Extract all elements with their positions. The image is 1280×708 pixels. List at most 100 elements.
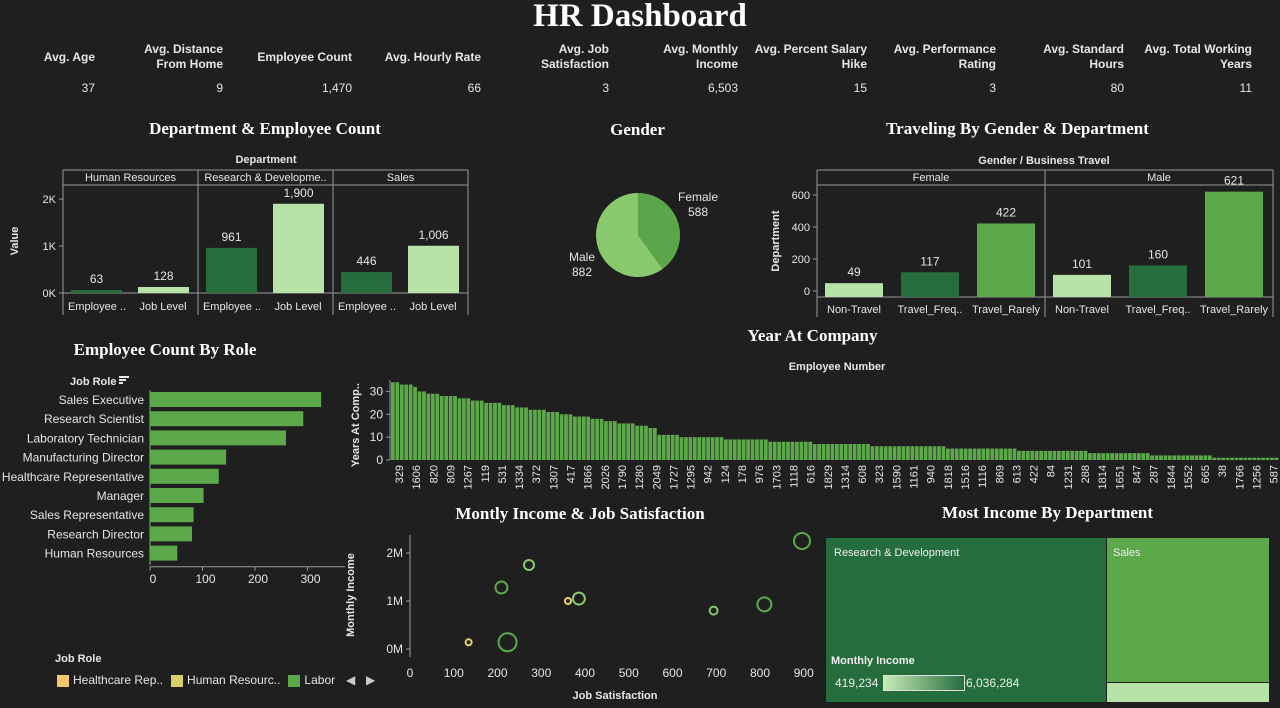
years-bar[interactable] xyxy=(555,412,560,460)
years-bar[interactable] xyxy=(435,393,440,460)
scatter-point[interactable] xyxy=(708,605,719,616)
years-bar[interactable] xyxy=(426,393,431,460)
dept-bar[interactable] xyxy=(273,203,324,293)
years-bar[interactable] xyxy=(781,441,786,460)
years-bar[interactable] xyxy=(1145,453,1150,460)
years-bar[interactable] xyxy=(941,446,946,460)
treemap-rd[interactable]: Research & Development xyxy=(826,538,1106,702)
years-bar[interactable] xyxy=(763,439,768,460)
years-bar[interactable] xyxy=(692,437,697,460)
years-bar[interactable] xyxy=(817,444,821,460)
years-bar[interactable] xyxy=(1141,453,1146,460)
years-bar[interactable] xyxy=(1017,450,1021,460)
years-bar[interactable] xyxy=(1101,453,1106,460)
dept-bar[interactable] xyxy=(206,247,257,293)
years-bar[interactable] xyxy=(906,446,910,460)
years-bar[interactable] xyxy=(1039,450,1043,460)
years-bar[interactable] xyxy=(1128,453,1132,460)
years-bar[interactable] xyxy=(932,446,937,460)
years-bar[interactable] xyxy=(897,446,901,460)
years-bar[interactable] xyxy=(1083,450,1088,460)
years-bar[interactable] xyxy=(732,439,737,460)
years-bar[interactable] xyxy=(866,444,870,460)
years-bar[interactable] xyxy=(821,444,826,460)
years-bar[interactable] xyxy=(1105,453,1110,460)
years-bar[interactable] xyxy=(1256,457,1261,460)
legend-item[interactable]: Healthcare Rep.. xyxy=(57,673,163,687)
years-bar[interactable] xyxy=(835,444,839,460)
years-bar[interactable] xyxy=(661,434,666,460)
years-bar[interactable] xyxy=(626,423,631,460)
years-bar[interactable] xyxy=(852,444,857,460)
years-bar[interactable] xyxy=(648,428,653,460)
years-bar[interactable] xyxy=(630,423,635,460)
years-bar[interactable] xyxy=(812,444,817,460)
years-bar[interactable] xyxy=(635,425,639,460)
years-bar[interactable] xyxy=(488,402,493,460)
years-bar[interactable] xyxy=(546,412,551,460)
years-bar[interactable] xyxy=(874,446,879,460)
years-bar[interactable] xyxy=(1052,450,1057,460)
years-bar[interactable] xyxy=(1065,450,1070,460)
years-bar[interactable] xyxy=(848,444,853,460)
years-bar[interactable] xyxy=(861,444,866,460)
years-bar[interactable] xyxy=(1265,457,1270,460)
scatter-point[interactable] xyxy=(497,632,518,653)
years-bar[interactable] xyxy=(706,437,710,460)
travel-bar[interactable] xyxy=(977,223,1035,297)
years-bar[interactable] xyxy=(1003,448,1008,460)
years-bar[interactable] xyxy=(1216,457,1221,460)
scatter-point[interactable] xyxy=(523,559,535,571)
legend-prev-icon[interactable]: ◀ xyxy=(346,673,356,687)
years-bar[interactable] xyxy=(994,448,999,460)
years-bar[interactable] xyxy=(1070,450,1075,460)
years-bar[interactable] xyxy=(595,418,599,460)
years-bar[interactable] xyxy=(710,437,715,460)
years-bar[interactable] xyxy=(679,437,684,460)
years-bar[interactable] xyxy=(1043,450,1048,460)
role-bar[interactable] xyxy=(150,468,219,484)
years-bar[interactable] xyxy=(519,407,524,460)
years-bar[interactable] xyxy=(1150,455,1154,460)
legend-next-icon[interactable]: ▶ xyxy=(366,673,376,687)
years-bar[interactable] xyxy=(479,400,484,460)
years-bar[interactable] xyxy=(1274,457,1279,460)
years-bar[interactable] xyxy=(524,407,528,460)
years-bar[interactable] xyxy=(879,446,884,460)
role-bar[interactable] xyxy=(150,430,286,446)
years-bar[interactable] xyxy=(910,446,915,460)
years-bar[interactable] xyxy=(422,391,426,460)
role-bar[interactable] xyxy=(150,411,304,427)
years-bar[interactable] xyxy=(790,441,795,460)
role-bar[interactable] xyxy=(150,526,192,542)
years-bar[interactable] xyxy=(954,448,959,460)
years-bar[interactable] xyxy=(462,398,466,460)
dept-bar[interactable] xyxy=(138,286,189,293)
years-bar[interactable] xyxy=(1194,455,1199,460)
years-bar[interactable] xyxy=(1123,453,1128,460)
years-bar[interactable] xyxy=(475,400,480,460)
years-bar[interactable] xyxy=(968,448,972,460)
years-bar[interactable] xyxy=(528,409,533,460)
years-bar[interactable] xyxy=(688,437,693,460)
years-bar[interactable] xyxy=(826,444,830,460)
years-bar[interactable] xyxy=(666,434,671,460)
years-bar[interactable] xyxy=(1025,450,1030,460)
years-bar[interactable] xyxy=(1012,448,1017,460)
years-bar[interactable] xyxy=(759,439,764,460)
years-bar[interactable] xyxy=(755,439,759,460)
years-bar[interactable] xyxy=(1159,455,1163,460)
years-bar[interactable] xyxy=(1172,455,1177,460)
treemap-sales[interactable]: Sales xyxy=(1107,538,1269,682)
years-bar[interactable] xyxy=(391,382,395,460)
years-bar[interactable] xyxy=(1221,457,1226,460)
years-bar[interactable] xyxy=(772,441,777,460)
years-bar[interactable] xyxy=(657,434,662,460)
years-bar[interactable] xyxy=(808,441,813,460)
years-bar[interactable] xyxy=(737,439,742,460)
years-bar[interactable] xyxy=(497,402,502,460)
years-bar[interactable] xyxy=(590,418,595,460)
years-bar[interactable] xyxy=(1057,450,1061,460)
years-bar[interactable] xyxy=(1074,450,1079,460)
pie-slice-female[interactable] xyxy=(638,193,680,269)
